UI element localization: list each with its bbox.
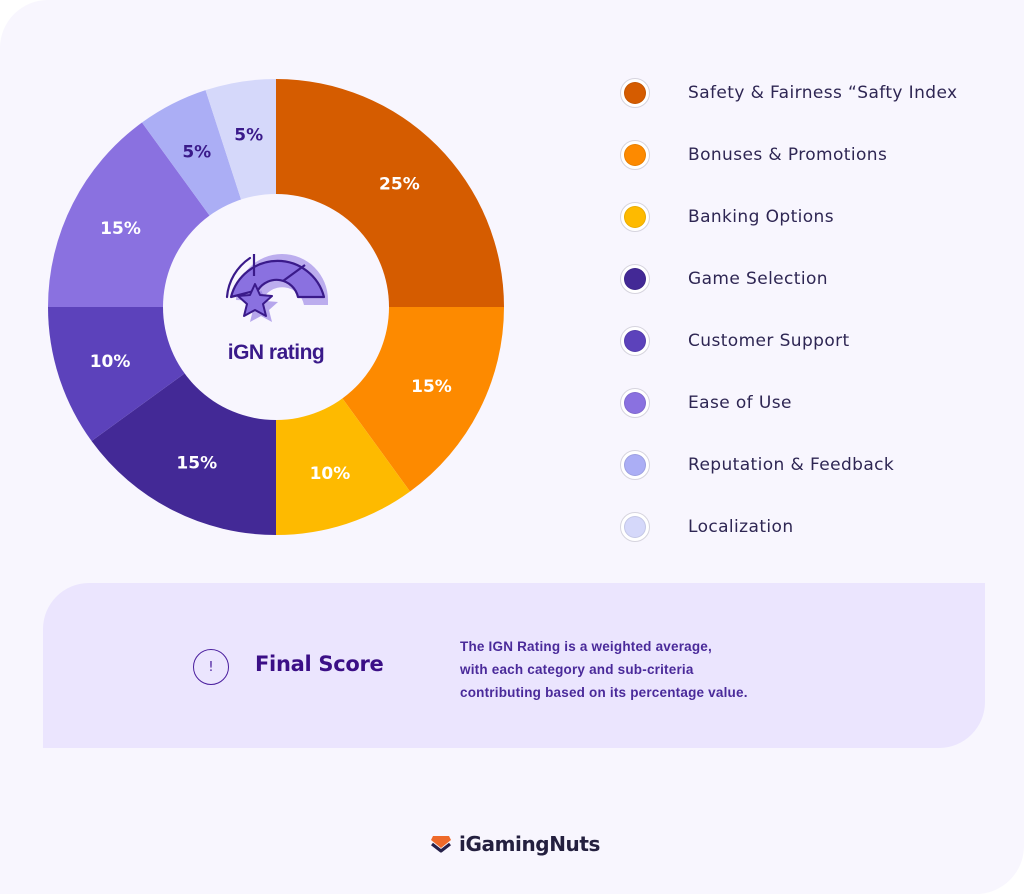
legend-swatch-ring	[620, 202, 650, 232]
slice-percentage-label: 25%	[379, 175, 420, 195]
legend-swatch-ring	[620, 388, 650, 418]
legend-label: Ease of Use	[688, 393, 792, 413]
final-score-description: The IGN Rating is a weighted average, wi…	[460, 635, 880, 704]
legend-label: Safety & Fairness “Safty Index	[688, 83, 958, 103]
legend-item-customer-support: Customer Support	[620, 323, 850, 359]
donut-hole	[163, 194, 389, 420]
brand-logo: iGamingNuts	[430, 832, 600, 856]
legend-swatch	[624, 330, 646, 352]
legend-swatch-ring	[620, 512, 650, 542]
legend-label: Bonuses & Promotions	[688, 145, 888, 165]
gauge-star-icon	[225, 254, 328, 322]
donut-center-title: iGN rating	[228, 341, 325, 364]
legend-item-ease-of-use: Ease of Use	[620, 385, 792, 421]
legend-swatch-ring	[620, 78, 650, 108]
legend-label: Reputation & Feedback	[688, 455, 895, 475]
gem-chevron-logo-icon	[431, 836, 451, 853]
legend-item-game-selection: Game Selection	[620, 261, 828, 297]
slice-percentage-label: 10%	[90, 352, 131, 372]
legend-swatch	[624, 516, 646, 538]
slice-percentage-label: 15%	[411, 377, 452, 397]
legend-label: Game Selection	[688, 269, 828, 289]
legend-item-banking-options: Banking Options	[620, 199, 834, 235]
slice-percentage-label: 5%	[182, 143, 211, 163]
legend-swatch	[624, 206, 646, 228]
legend-swatch	[624, 454, 646, 476]
legend-label: Localization	[688, 517, 794, 537]
legend-item-reputation-feedback: Reputation & Feedback	[620, 447, 894, 483]
legend-swatch-ring	[620, 140, 650, 170]
exclamation-circle-icon: !	[193, 649, 229, 685]
final-score-title: Final Score	[255, 652, 384, 676]
slice-percentage-label: 15%	[100, 219, 141, 239]
brand-name: iGamingNuts	[459, 832, 601, 856]
legend-swatch-ring	[620, 326, 650, 356]
legend-label: Customer Support	[688, 331, 850, 351]
donut-chart: 25% 15% 10% 15% 10% 15% 5% 5% iGN rating	[48, 79, 504, 535]
legend-swatch-ring	[620, 450, 650, 480]
legend-swatch	[624, 392, 646, 414]
slice-percentage-label: 5%	[234, 126, 263, 146]
legend-swatch	[624, 82, 646, 104]
description-line: The IGN Rating is a weighted average,	[460, 639, 712, 654]
legend-item-localization: Localization	[620, 509, 794, 545]
slice-percentage-label: 15%	[176, 453, 217, 473]
legend-swatch-ring	[620, 264, 650, 294]
legend-swatch	[624, 268, 646, 290]
description-line: with each category and sub-criteria	[460, 662, 694, 677]
legend-label: Banking Options	[688, 207, 834, 227]
slice-percentage-label: 10%	[310, 464, 351, 484]
legend-swatch	[624, 144, 646, 166]
description-line: contributing based on its percentage val…	[460, 685, 748, 700]
legend-item-safety-fairness: Safety & Fairness “Safty Index	[620, 75, 957, 111]
legend-item-bonuses-promotions: Bonuses & Promotions	[620, 137, 887, 173]
